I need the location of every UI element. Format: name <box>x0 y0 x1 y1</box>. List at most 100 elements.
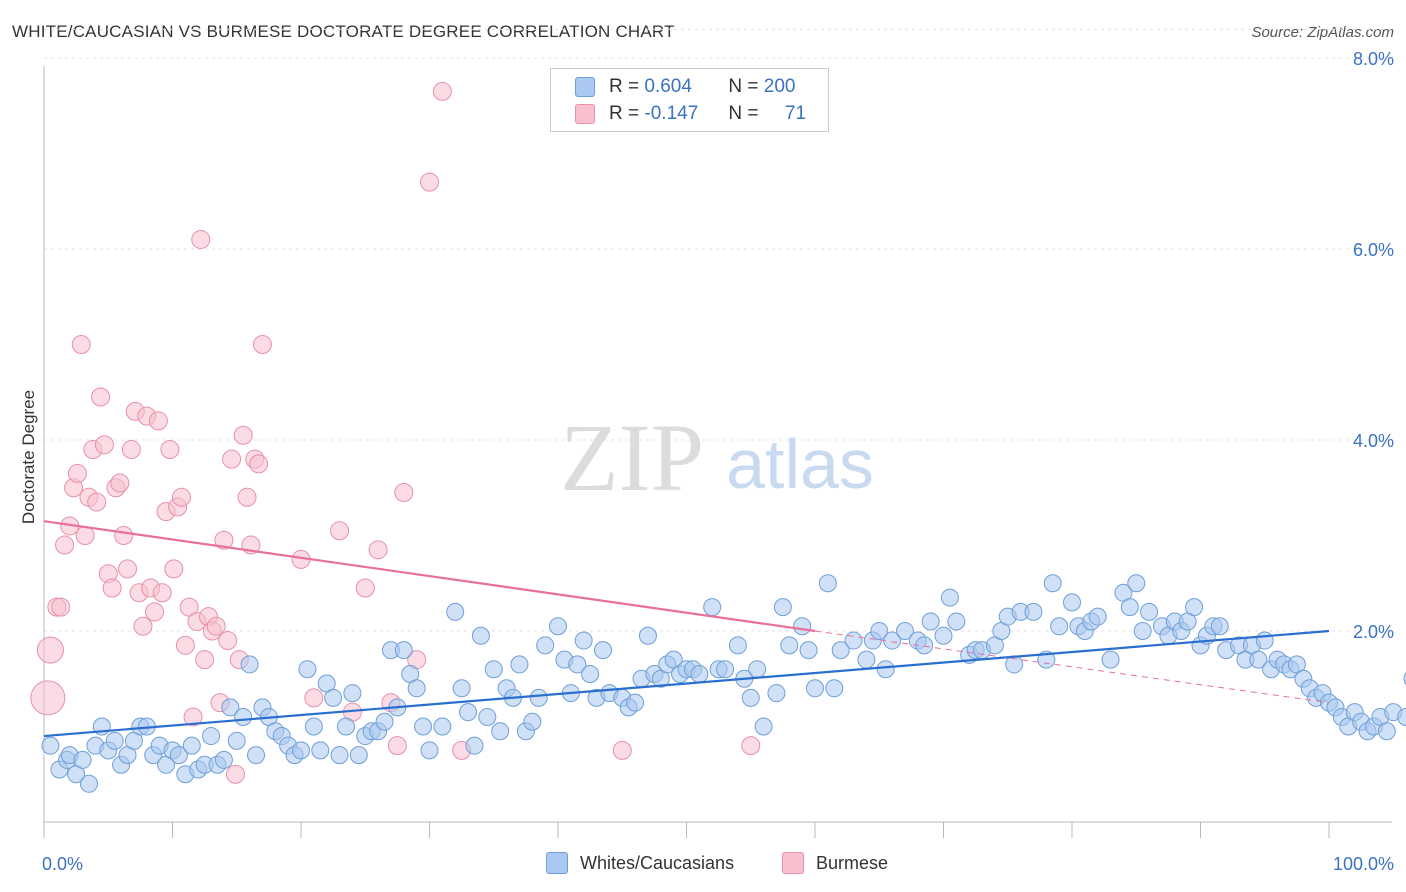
white-point <box>452 679 471 698</box>
white-point <box>1088 607 1107 626</box>
white-point <box>375 712 394 731</box>
source-label: Source: ZipAtlas.com <box>1251 24 1394 41</box>
white-point <box>947 612 966 631</box>
burmese-point <box>102 578 122 598</box>
y-tick-label: 4.0% <box>1353 431 1394 451</box>
white-point <box>414 717 433 736</box>
white-point <box>773 598 792 617</box>
burmese-point <box>394 483 414 503</box>
white-point <box>349 746 368 765</box>
white-point <box>240 655 259 674</box>
white-point <box>754 717 773 736</box>
white-point <box>741 688 760 707</box>
white-point <box>1063 593 1081 612</box>
y-axis-label: Doctorate Degree <box>19 390 38 524</box>
legend-r-label: R = <box>609 76 640 97</box>
white-point <box>41 736 60 755</box>
burmese-point <box>152 583 172 603</box>
white-point <box>748 660 767 679</box>
burmese-point <box>175 635 195 655</box>
burmese-point <box>94 435 114 455</box>
white-point <box>304 717 323 736</box>
burmese-point <box>110 473 130 493</box>
white-point <box>638 626 657 645</box>
white-point <box>510 655 529 674</box>
burmese-point <box>171 487 191 507</box>
white-point <box>529 688 548 707</box>
bottom-legend-burmese-label: Burmese <box>816 852 889 873</box>
legend-white-r: 0.604 <box>644 76 692 97</box>
burmese-point <box>71 335 91 354</box>
white-point <box>471 626 490 645</box>
burmese-point <box>30 680 66 716</box>
burmese-point <box>91 387 111 407</box>
burmese-point <box>249 454 269 474</box>
white-point <box>407 679 426 698</box>
burmese-point <box>355 578 375 598</box>
white-point <box>221 698 240 717</box>
white-point <box>214 750 233 769</box>
burmese-point <box>183 707 203 727</box>
white-point <box>934 626 953 645</box>
burmese-point <box>195 650 215 670</box>
white-point <box>433 717 452 736</box>
bottom-legend-white[interactable]: Whites/Caucasians <box>546 852 734 874</box>
white-point <box>523 712 542 731</box>
trend-lines <box>43 520 1330 738</box>
white-point <box>234 707 253 726</box>
white-point <box>182 736 201 755</box>
white-points <box>41 574 1406 793</box>
burmese-point <box>51 597 71 617</box>
white-point <box>568 655 587 674</box>
burmese-point <box>225 764 245 784</box>
burmese-point <box>191 229 211 249</box>
burmese-trend-dashed <box>814 630 1330 704</box>
burmese-point <box>387 736 407 756</box>
burmese-point <box>121 440 141 460</box>
white-point <box>1255 631 1274 650</box>
white-point <box>818 574 837 593</box>
burmese-point <box>432 81 452 101</box>
bottom-legend-burmese[interactable]: Burmese <box>782 852 888 874</box>
white-point <box>330 746 349 765</box>
white-point <box>703 598 722 617</box>
white-point <box>1120 598 1139 617</box>
white-point <box>73 750 92 769</box>
white-point <box>921 612 940 631</box>
burmese-point <box>160 440 180 460</box>
white-point <box>247 746 266 765</box>
burmese-point <box>67 463 87 483</box>
x-tick-label-min: 0.0% <box>42 854 83 874</box>
burmese-point <box>55 535 75 555</box>
burmese-point <box>118 559 138 579</box>
white-point <box>324 688 343 707</box>
white-point <box>1050 617 1069 636</box>
white-point <box>105 731 124 750</box>
white-point <box>767 684 786 703</box>
white-swatch <box>575 77 595 97</box>
white-point <box>716 660 735 679</box>
white-point <box>1397 707 1406 726</box>
burmese-point <box>148 411 168 431</box>
burmese-swatch <box>575 104 595 124</box>
white-point <box>1133 622 1152 640</box>
legend-row-white: R = 0.604 N = 200 <box>575 75 795 99</box>
white-point <box>581 664 600 683</box>
white-point <box>857 650 876 669</box>
white-point <box>491 722 510 741</box>
white-point <box>536 636 555 655</box>
white-point <box>202 727 221 746</box>
white-point <box>626 693 645 712</box>
white-point <box>793 617 812 636</box>
white-point <box>806 679 824 698</box>
white-point <box>870 622 889 640</box>
white-point <box>825 679 844 698</box>
correlation-legend: R = 0.604 N = 200 R = -0.147 N = 71 <box>550 68 829 132</box>
burmese-point <box>252 335 272 354</box>
white-point <box>169 746 188 765</box>
burmese-point <box>612 740 632 760</box>
white-point <box>574 631 593 650</box>
burmese-trend-line <box>43 520 816 633</box>
white-point <box>940 588 959 607</box>
legend-burmese-n: 71 <box>784 103 807 124</box>
